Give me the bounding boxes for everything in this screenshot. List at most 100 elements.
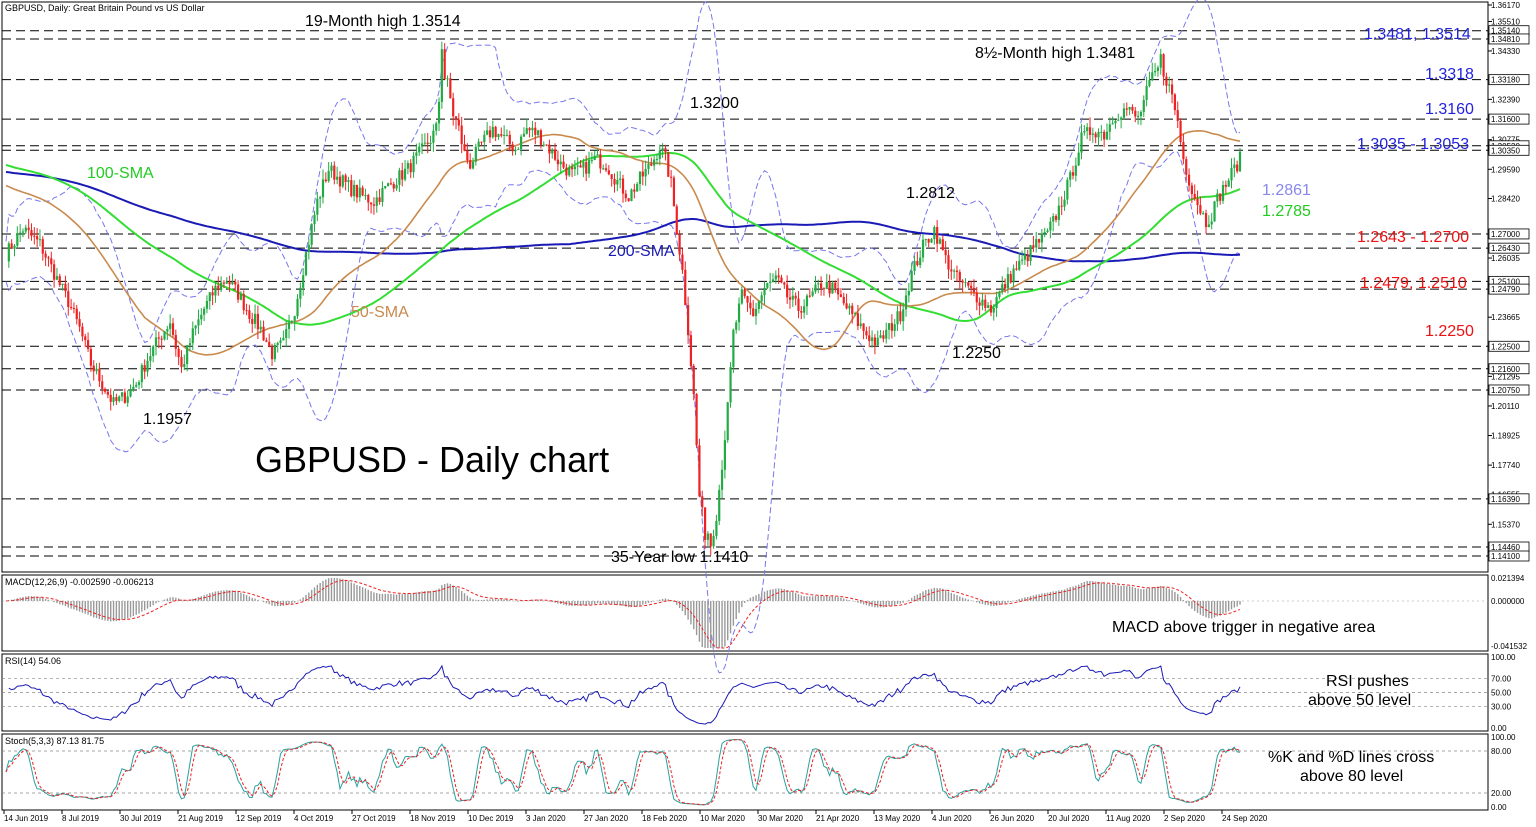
candle-body xyxy=(686,305,690,336)
time-tick-label: 20 Jul 2020 xyxy=(1048,814,1090,823)
candle-body xyxy=(1009,274,1012,283)
candle-body xyxy=(259,326,262,330)
candle-body xyxy=(129,389,132,397)
candle-body xyxy=(58,276,61,285)
candle-body xyxy=(494,126,497,138)
price-tick-label: 1.22500 xyxy=(1491,342,1520,351)
candle-body xyxy=(675,206,678,235)
candle-body xyxy=(47,257,50,259)
candle-body xyxy=(392,184,395,189)
candle-body xyxy=(1213,201,1216,222)
candle-body xyxy=(1142,99,1145,113)
candle-body xyxy=(412,155,415,173)
price-tick-label: 1.21295 xyxy=(1491,372,1520,381)
candle-body xyxy=(828,281,831,294)
candle-body xyxy=(103,388,107,392)
label-35-year-low: 35-Year low 1.1410 xyxy=(611,549,748,566)
candle-body xyxy=(123,392,126,403)
candle-body xyxy=(944,250,947,256)
candle-body xyxy=(95,368,98,372)
candle-body xyxy=(916,261,919,266)
candle-body xyxy=(961,280,964,283)
candle-body xyxy=(975,292,978,303)
candle-body xyxy=(692,365,695,395)
candle-body xyxy=(887,323,891,330)
candle-body xyxy=(225,281,228,284)
candle-body xyxy=(1026,254,1029,262)
candle-body xyxy=(13,245,16,249)
candle-body xyxy=(486,130,489,135)
candle-body xyxy=(1083,131,1086,133)
price-tick-label: 1.15370 xyxy=(1491,520,1520,529)
candle-body xyxy=(33,235,36,237)
candle-body xyxy=(1233,164,1236,168)
candle-body xyxy=(432,130,435,143)
candle-body xyxy=(364,195,367,197)
candle-body xyxy=(568,167,571,176)
label-peak-12812: 1.2812 xyxy=(906,185,955,202)
candle-body xyxy=(851,305,854,315)
price-tag-box xyxy=(1488,384,1530,396)
candle-body xyxy=(483,134,486,143)
candle-body xyxy=(132,386,135,390)
candle-body xyxy=(1219,193,1222,201)
chart-title: GBPUSD - Daily chart xyxy=(255,439,609,480)
candle-body xyxy=(186,345,189,365)
candle-body xyxy=(661,148,664,151)
candle-body xyxy=(211,292,214,296)
price-tick-label: 1.24790 xyxy=(1491,285,1520,294)
candle-body xyxy=(180,357,183,368)
candle-body xyxy=(279,340,282,344)
candle-body xyxy=(593,155,596,161)
candle-body xyxy=(1049,221,1052,231)
candle-body xyxy=(200,314,203,320)
candle-body xyxy=(81,326,84,337)
candle-body xyxy=(766,283,769,288)
time-tick-label: 24 Sep 2020 xyxy=(1222,814,1268,823)
candle-body xyxy=(619,178,622,180)
candle-body xyxy=(995,297,998,308)
candle-body xyxy=(701,496,704,508)
candle-body xyxy=(633,189,636,192)
candle-body xyxy=(443,49,446,80)
candle-body xyxy=(1117,119,1120,121)
candle-body xyxy=(302,275,305,288)
candle-body xyxy=(791,295,794,300)
candle-body xyxy=(1125,108,1128,110)
candle-body xyxy=(684,269,687,306)
candle-body xyxy=(978,302,981,306)
candle-body xyxy=(1176,110,1179,121)
candle-body xyxy=(508,134,511,145)
candle-body xyxy=(463,144,466,151)
price-tick-label: 1.30775 xyxy=(1491,136,1520,145)
level-label-13035-13053: 1.3035 - 1.3053 xyxy=(1357,136,1469,153)
candle-body xyxy=(217,285,220,291)
candle-body xyxy=(174,334,177,349)
price-tick-label: 1.14460 xyxy=(1491,543,1520,552)
bollinger-lower xyxy=(5,151,1241,674)
price-tick-label: 1.25100 xyxy=(1491,277,1520,286)
candle-body xyxy=(820,283,823,289)
candle-body xyxy=(140,365,143,383)
candle-body xyxy=(556,159,560,165)
candle-body xyxy=(786,284,789,298)
candle-body xyxy=(282,338,285,341)
candle-body xyxy=(653,159,656,166)
candle-body xyxy=(616,179,619,185)
macd-axis-label: 0.000000 xyxy=(1491,597,1525,606)
candle-body xyxy=(406,163,409,169)
price-tick-label: 1.35140 xyxy=(1491,27,1520,36)
candle-body xyxy=(941,239,944,251)
candle-body xyxy=(955,270,959,273)
candle-body xyxy=(689,335,693,366)
candle-body xyxy=(825,281,828,290)
candle-body xyxy=(641,171,644,177)
candle-body xyxy=(471,161,475,169)
candle-body xyxy=(503,135,506,137)
candle-body xyxy=(474,146,477,162)
candle-body xyxy=(837,288,840,295)
macd-indicator: 0.021394 0.000000 -0.041532 xyxy=(2,574,1528,651)
candle-body xyxy=(1193,194,1196,199)
candle-body xyxy=(520,136,523,150)
candle-body xyxy=(1100,131,1103,133)
